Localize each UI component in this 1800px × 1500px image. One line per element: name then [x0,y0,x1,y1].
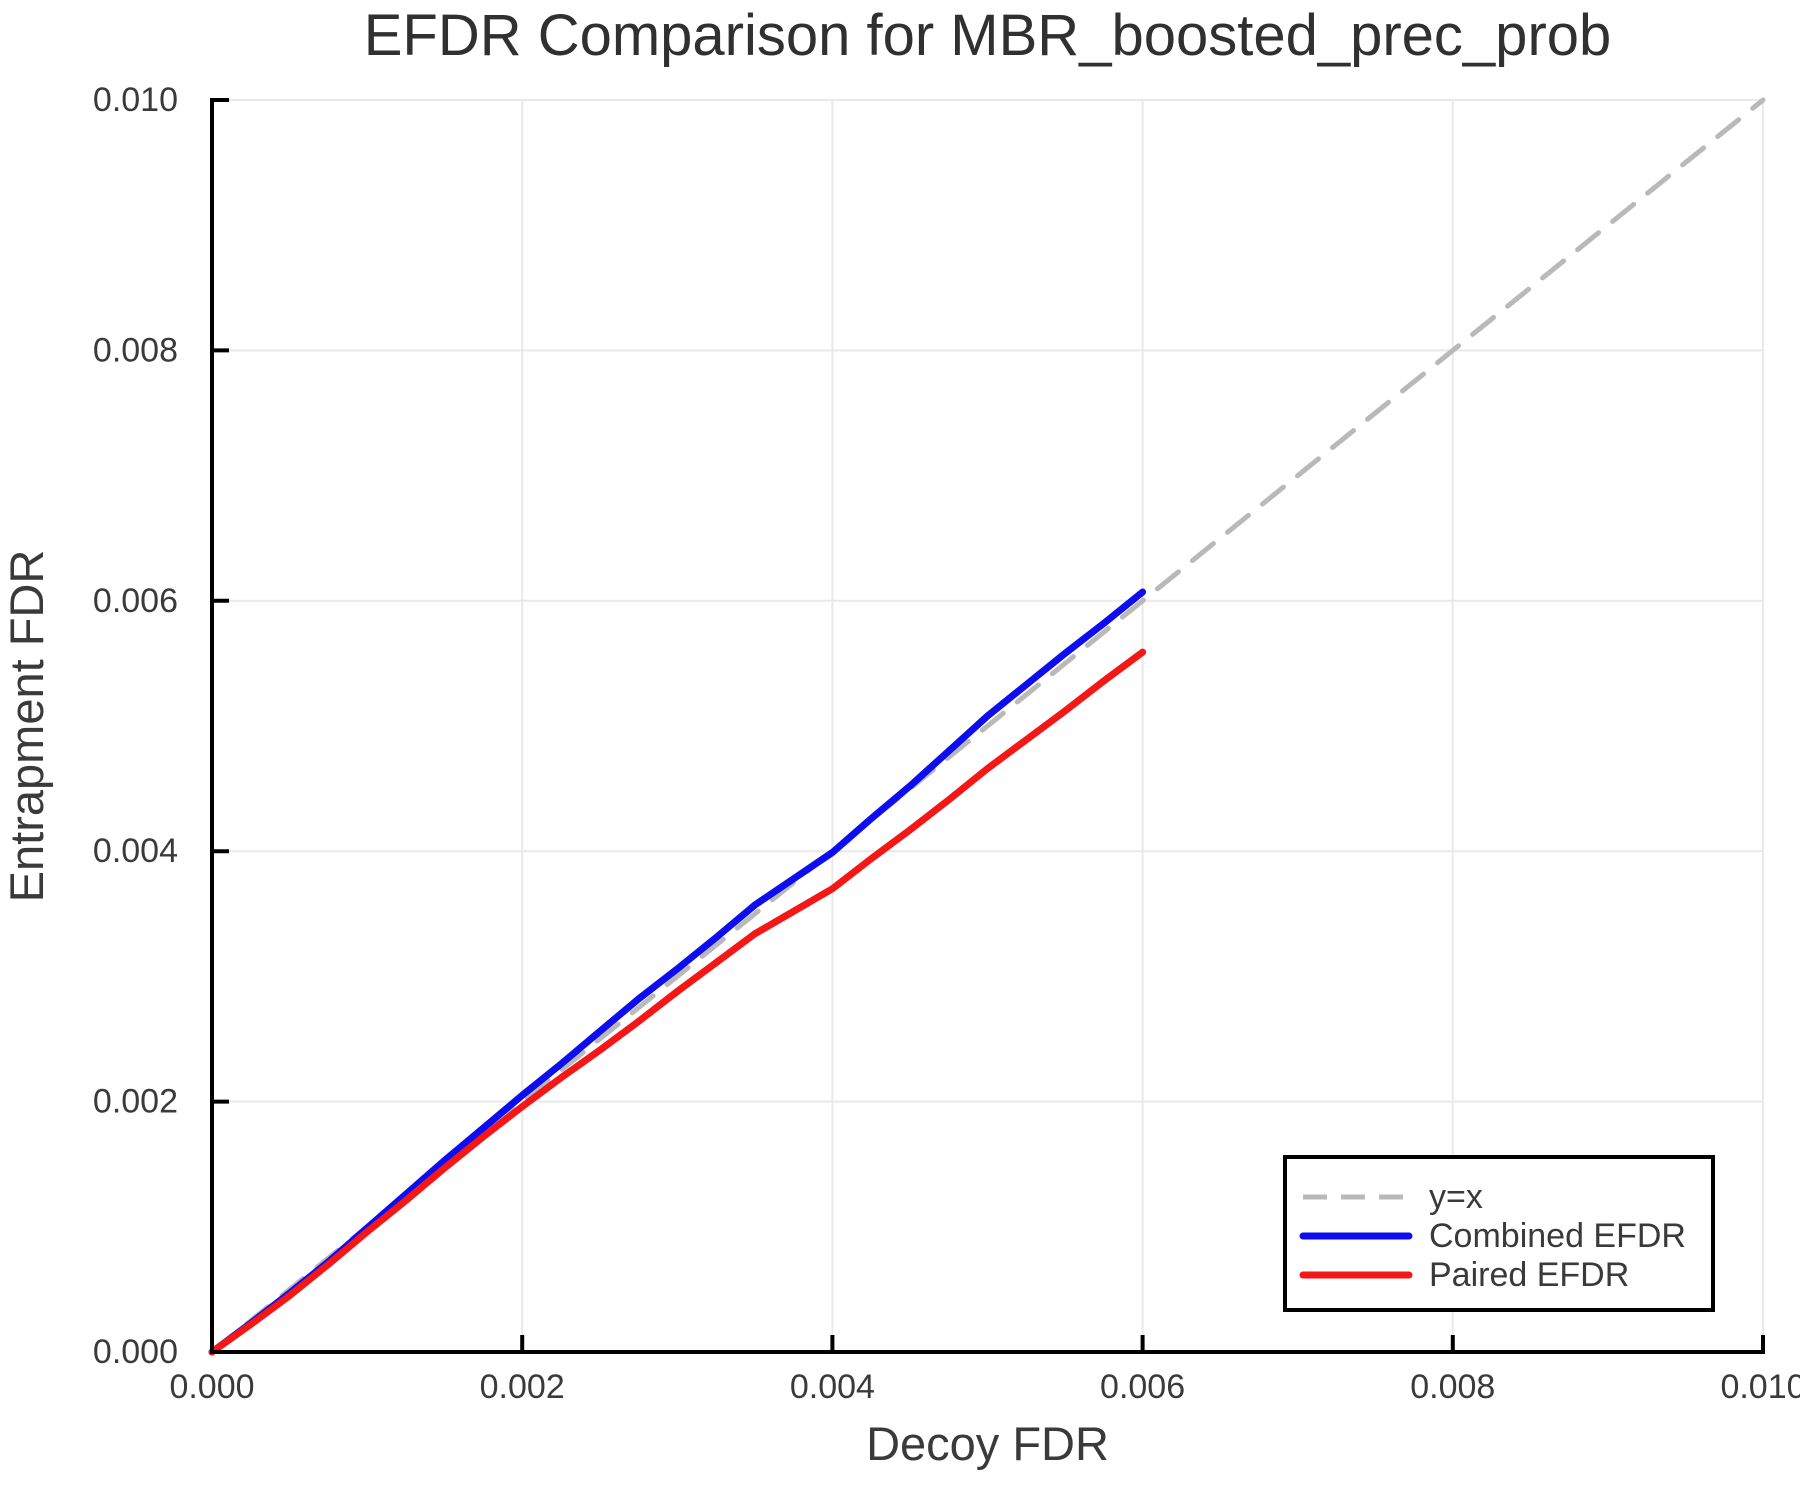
x-tick-label: 0.002 [480,1368,565,1406]
x-tick-label: 0.010 [1720,1368,1800,1406]
x-tick-label: 0.000 [169,1368,254,1406]
series-line-combined-efdr [208,588,1147,1356]
chart-title: EFDR Comparison for MBR_boosted_prec_pro… [363,3,1612,68]
series-line-paired-efdr [208,648,1147,1356]
y-tick-label: 0.000 [93,1333,178,1371]
y-tick-label: 0.004 [93,832,178,870]
y-tick-label: 0.008 [93,331,178,369]
legend-label: Paired EFDR [1429,1256,1629,1294]
x-tick-label: 0.006 [1100,1368,1185,1406]
y-tick-label: 0.006 [93,582,178,620]
x-axis-label: Decoy FDR [866,1417,1109,1470]
legend-label: Combined EFDR [1429,1217,1686,1255]
x-tick-label: 0.008 [1410,1368,1495,1406]
y-tick-label: 0.010 [93,81,178,119]
y-tick-label: 0.002 [93,1083,178,1121]
x-tick-label: 0.004 [790,1368,875,1406]
legend-label: y=x [1429,1178,1483,1216]
